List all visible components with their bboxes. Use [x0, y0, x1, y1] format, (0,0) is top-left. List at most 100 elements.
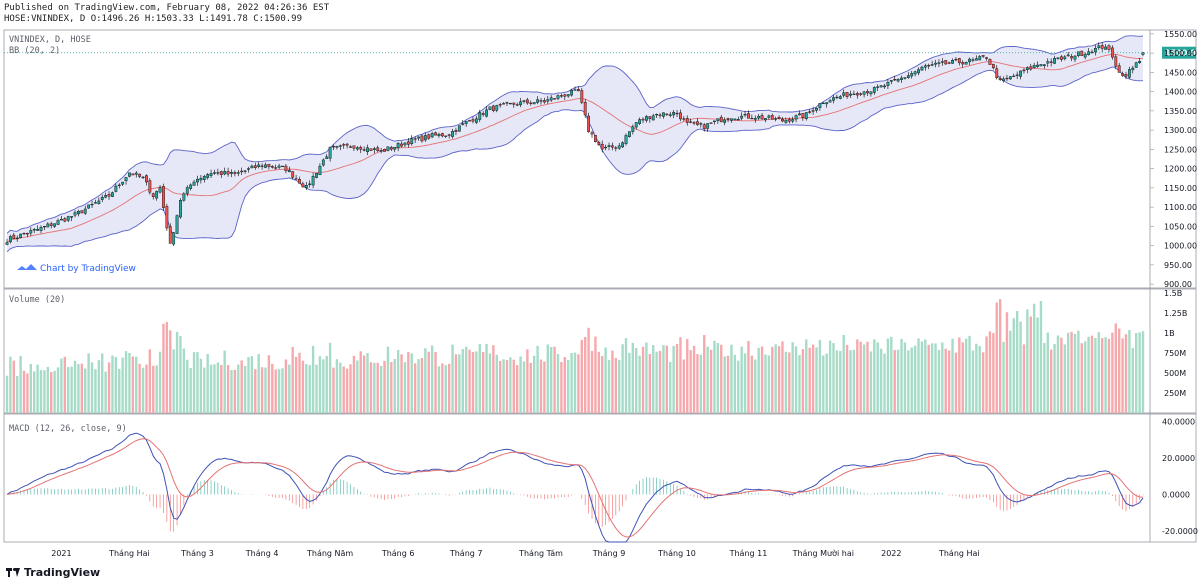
candle — [464, 120, 468, 127]
candle-body — [400, 143, 403, 147]
candle — [515, 102, 519, 107]
volume-bar — [410, 353, 413, 413]
volume-bar — [179, 336, 182, 413]
candle-body — [781, 118, 784, 122]
candle-body — [43, 226, 46, 228]
candle-body — [719, 116, 723, 123]
candle — [964, 61, 968, 65]
volume-bar — [33, 371, 36, 413]
volume-bar — [1077, 330, 1080, 413]
volume-bar — [515, 365, 519, 413]
time-axis-label: Tháng 9 — [592, 549, 626, 558]
pane-frame — [3, 29, 1197, 289]
candle — [189, 183, 193, 191]
candle-body — [859, 93, 863, 95]
candle-body — [304, 185, 308, 189]
candle-body — [685, 118, 689, 123]
volume-bar — [886, 338, 890, 413]
volume-bar — [284, 359, 288, 413]
volume-bar — [1087, 336, 1090, 413]
candle — [655, 113, 659, 118]
candle — [406, 138, 410, 148]
candle-body — [359, 146, 363, 150]
volume-bar — [162, 323, 165, 413]
volume-bar — [206, 353, 209, 413]
volume-bar — [73, 360, 77, 413]
candle — [808, 109, 812, 114]
volume-bar — [607, 360, 611, 413]
candle — [995, 65, 999, 80]
volume-bar — [175, 331, 179, 413]
volume-bar — [298, 352, 301, 413]
volume-bar — [519, 356, 522, 413]
candle — [573, 86, 577, 91]
candle — [566, 93, 570, 98]
volume-bar — [141, 367, 145, 413]
volume-bar — [791, 342, 794, 413]
candle-body — [430, 133, 434, 138]
volume-bar — [369, 362, 373, 413]
candle-body — [223, 171, 227, 175]
candle — [954, 57, 958, 62]
candle — [764, 118, 767, 123]
watermark[interactable]: Chart by TradingView — [17, 264, 136, 274]
candle-body — [590, 132, 594, 135]
candle — [580, 87, 584, 105]
volume-bar — [988, 331, 992, 413]
footer-brand[interactable]: TradingView — [6, 566, 100, 579]
candle — [73, 210, 77, 218]
candle — [226, 167, 230, 177]
volume-bar — [97, 360, 101, 413]
candle — [53, 223, 57, 228]
volume-bar — [740, 346, 743, 413]
candle-body — [512, 102, 516, 105]
volume-bar — [84, 368, 87, 413]
candle-body — [1046, 61, 1050, 64]
volume-bar — [458, 354, 461, 413]
candle — [168, 223, 172, 244]
volume-bar — [60, 358, 63, 413]
candle — [757, 114, 761, 121]
candle-body — [1073, 55, 1077, 60]
candle-body — [138, 173, 142, 177]
candle — [798, 110, 801, 116]
candle — [15, 235, 19, 242]
volume-bar — [930, 343, 934, 413]
volume-bar — [186, 359, 189, 413]
candle — [277, 163, 281, 170]
candle — [298, 176, 301, 184]
candle — [617, 142, 621, 150]
volume-bar — [1039, 301, 1043, 413]
candle — [988, 58, 992, 65]
candle — [185, 185, 189, 197]
candle-body — [675, 112, 679, 115]
volume-bar — [67, 367, 70, 413]
candle — [512, 102, 516, 108]
candle-body — [920, 66, 924, 71]
volume-bar — [910, 347, 913, 413]
price-tick-label: 1050.00 — [1164, 222, 1197, 231]
candle-body — [1104, 46, 1107, 50]
candle-body — [406, 141, 410, 145]
candle-body — [672, 112, 676, 116]
candle — [985, 56, 988, 61]
candle — [114, 183, 118, 193]
candle — [740, 112, 744, 121]
candle-body — [1049, 61, 1053, 63]
candle-body — [90, 203, 94, 206]
volume-bar — [498, 360, 502, 413]
candle — [145, 174, 148, 186]
candle-body — [1032, 65, 1036, 68]
candle-body — [614, 147, 618, 149]
candle-body — [815, 107, 818, 111]
candle-body — [798, 113, 801, 116]
candle — [63, 217, 67, 223]
candle-body — [66, 216, 70, 221]
volume-bar — [975, 343, 978, 413]
candle-body — [529, 102, 533, 104]
candle — [1046, 58, 1050, 67]
candle — [621, 141, 625, 148]
volume-bar — [913, 345, 917, 413]
volume-bar — [260, 367, 264, 413]
